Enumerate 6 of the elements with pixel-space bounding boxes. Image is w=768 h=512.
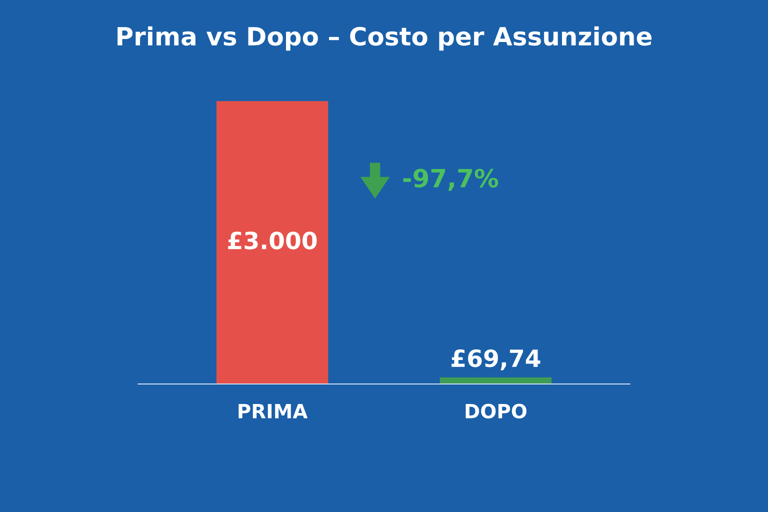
chart-title: Prima vs Dopo – Costo per Assunzione (118, 26, 652, 51)
data-label: £3.000 (228, 232, 317, 250)
x-tick-label: PRIMA (238, 404, 308, 418)
annotation: -97,7% (403, 168, 498, 191)
data-label: £69,74 (452, 349, 540, 370)
x-tick-label: DOPO (466, 404, 526, 418)
